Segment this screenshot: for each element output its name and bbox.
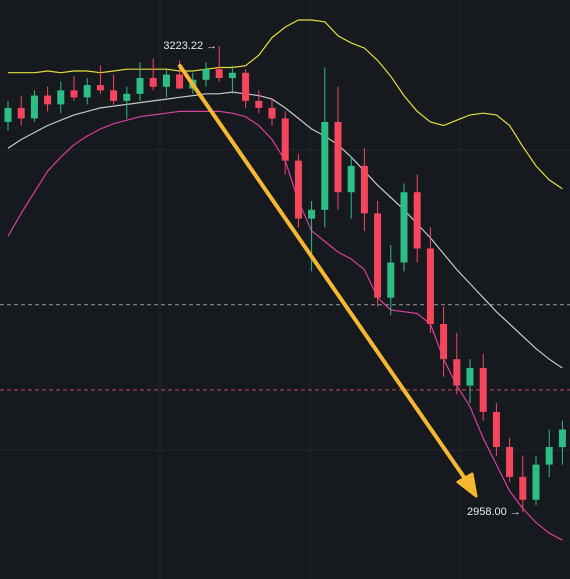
candle-body	[268, 107, 276, 119]
candle-body	[519, 476, 527, 500]
candle-body	[506, 447, 514, 477]
candle-body	[110, 90, 118, 101]
candle-body	[308, 209, 316, 219]
candle-body	[215, 69, 223, 79]
candle-body	[426, 248, 434, 325]
candle-body	[176, 74, 184, 89]
candle-body	[374, 213, 382, 298]
candle-body	[4, 107, 12, 122]
candle-body	[136, 78, 144, 94]
high-label: 3223.22 →	[163, 40, 217, 52]
candle-body	[400, 192, 408, 263]
candle-body	[242, 72, 250, 101]
candle-body	[57, 90, 65, 105]
candle-body	[532, 464, 540, 500]
candle-body	[321, 121, 329, 210]
candle-body	[83, 85, 91, 98]
candle-body	[162, 74, 170, 87]
candle-body	[440, 324, 448, 360]
candle-body	[413, 192, 421, 249]
candle-body	[545, 447, 553, 465]
candle-body	[479, 367, 487, 412]
candle-body	[149, 78, 157, 87]
candle-body	[466, 367, 474, 386]
candle-body	[334, 121, 342, 193]
plot	[0, 19, 570, 541]
candle-body	[558, 429, 566, 448]
arrow-shaft	[178, 64, 468, 482]
candle-body	[387, 262, 395, 298]
candle-body	[123, 93, 131, 101]
candle-body	[30, 95, 38, 119]
candle-body	[44, 95, 52, 105]
candle-body	[17, 107, 25, 119]
candle-body	[347, 165, 355, 193]
candle-body	[96, 85, 104, 91]
candle-body	[453, 359, 461, 386]
trend-arrow	[178, 64, 478, 498]
band-line	[7, 91, 563, 369]
arrow-head	[456, 472, 478, 498]
candle-body	[228, 72, 236, 79]
candle-body	[281, 118, 289, 161]
candle-body	[255, 100, 263, 108]
candle-body	[492, 411, 500, 448]
candle-body	[294, 160, 302, 219]
candle-body	[70, 90, 78, 98]
candle-body	[360, 165, 368, 214]
low-label: 2958.00 →	[467, 506, 521, 518]
candle-body	[202, 69, 210, 80]
